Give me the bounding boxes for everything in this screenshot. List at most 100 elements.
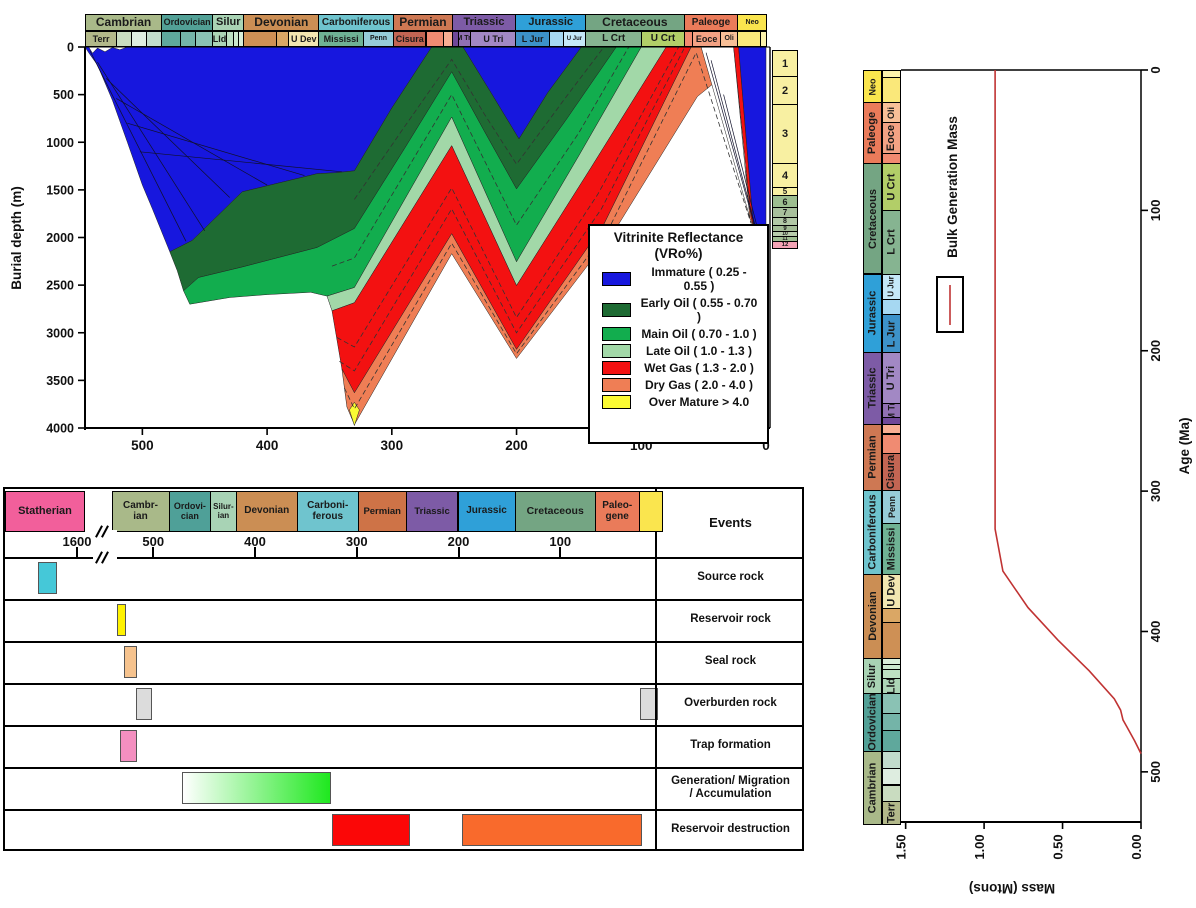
events-period-Jurassic: Jurassic <box>457 491 516 532</box>
legend-entry-label: Late Oil ( 1.0 - 1.3 ) <box>645 344 753 359</box>
right-timescale-epoch-Mississi: Mississi <box>882 523 901 575</box>
right-timescale-label: Oli <box>886 106 897 119</box>
right-timescale-label: M Tri <box>886 402 897 418</box>
legend-swatch <box>602 272 631 287</box>
mass-tick-label: 1.50 <box>894 834 909 859</box>
x-tick-label: 500 <box>131 438 154 453</box>
events-row-label: Reservoir destruction <box>671 823 790 836</box>
timescale-epoch-cell <box>275 31 290 47</box>
event-bar <box>136 688 152 720</box>
events-axis-tick <box>254 547 256 558</box>
timescale-epoch-cell <box>243 31 277 47</box>
right-timescale-period-Paleoge: Paleoge <box>863 102 882 164</box>
bulk-generation-curve <box>994 70 1142 754</box>
right-timescale-period-Cretaceous: Cretaceous <box>863 162 882 275</box>
legend-entry: Over Mature > 4.0 <box>602 395 767 410</box>
right-timescale-epoch-cell <box>882 70 901 78</box>
right-timescale-period-Ordovician: Ordovician <box>863 693 882 752</box>
mass-tick-label: 1.00 <box>972 834 987 859</box>
event-bar <box>124 646 137 678</box>
right-timescale-epoch-Lld: Lld <box>882 677 901 695</box>
y-tick-label: 3000 <box>46 326 74 340</box>
events-row-label: Source rock <box>697 571 764 584</box>
right-timescale-label: Mississi <box>885 527 898 571</box>
events-axis-tick <box>457 547 460 558</box>
events-axis-number: 200 <box>447 534 470 549</box>
legend-title-line1: Vitrinite Reflectance <box>613 230 744 245</box>
right-timescale-epoch-cell <box>882 298 901 316</box>
y-tick-label: 2000 <box>46 231 74 245</box>
right-timescale-period-Triassic: Triassic <box>863 352 882 425</box>
events-row-label: Overburden rock <box>684 697 777 710</box>
mass-axis-title: Mass (Mtons) <box>968 881 1056 897</box>
y-tick-label: 2500 <box>46 279 74 293</box>
right-timescale-epoch-Oli: Oli <box>882 102 901 123</box>
right-timescale-epoch-cell <box>882 77 901 104</box>
right-timescale-label: Eoce <box>885 124 898 151</box>
bedding-line-6 <box>705 52 757 231</box>
right-timescale-label: Cambrian <box>866 762 879 814</box>
legend-entry: Dry Gas ( 2.0 - 4.0 ) <box>602 378 767 393</box>
mass-tick-label: 0.00 <box>1129 834 1144 859</box>
events-column-divider <box>655 489 657 849</box>
age-tick-label: 0 <box>1148 66 1163 73</box>
timescale-epoch-Cisura: Cisura <box>393 31 427 47</box>
events-axis-tick <box>76 547 78 558</box>
bedding-line-4 <box>127 122 305 176</box>
right-timescale-epoch-cell <box>882 663 901 671</box>
timescale-epoch-cell <box>425 31 444 47</box>
events-axis-number: 300 <box>345 534 368 549</box>
bedding-line-2 <box>105 78 230 198</box>
legend-swatch <box>602 361 631 376</box>
timescale-epoch-M Tri: M Tri <box>457 31 472 47</box>
event-bar <box>120 730 137 762</box>
age-tick-label: 400 <box>1148 621 1163 643</box>
x-tick-label: 400 <box>256 438 279 453</box>
events-axis-number: 500 <box>142 534 165 549</box>
events-row-6 <box>5 809 802 851</box>
right-timescale-label: Lld <box>885 677 898 695</box>
legend-entry-label: Dry Gas ( 2.0 - 4.0 ) <box>644 378 754 393</box>
right-timescale-label: L Crt <box>885 229 898 256</box>
timescale-period-Jurassic: Jurassic <box>515 14 587 31</box>
events-period-cell <box>638 491 663 532</box>
right-timescale-epoch-Cisura: Cisura <box>882 453 901 491</box>
events-row-0 <box>5 557 802 599</box>
right-timescale-epoch-cell <box>882 607 901 623</box>
legend-entry-label: Immature ( 0.25 - 0.55 ) <box>651 265 747 294</box>
bedding-line-0 <box>89 50 187 242</box>
event-bar <box>332 814 410 846</box>
right-timescale-epoch-Penn: Penn <box>882 489 901 525</box>
age-axis-title: Age (Ma) <box>1176 417 1192 475</box>
strat-unit-3: 3 <box>772 104 798 164</box>
y-tick-label: 3500 <box>46 374 74 388</box>
timescale-epoch-Penn: Penn <box>363 31 394 47</box>
right-timescale-epoch-cell <box>882 669 901 679</box>
timescale-period-Ordovician: Ordovician <box>161 14 214 31</box>
horizon-dashed-line-3 <box>339 46 686 372</box>
right-timescale-label: Cretaceous <box>866 188 879 249</box>
right-timescale-label: U Dev <box>885 575 898 607</box>
right-timescale-epoch-U Tri: U Tri <box>882 352 901 404</box>
age-tick-label: 500 <box>1148 761 1163 783</box>
timescale-epoch-U Tri: U Tri <box>470 31 517 47</box>
strat-unit-1: 1 <box>772 50 798 77</box>
timescale-epoch-Lld: Lld <box>212 31 227 47</box>
events-period-Permian: Permian <box>357 491 407 532</box>
events-axis-number: 1600 <box>62 534 92 549</box>
strat-unit-4: 4 <box>772 163 798 188</box>
timescale-period-Cambrian: Cambrian <box>85 14 163 31</box>
legend-swatch <box>602 327 631 342</box>
right-timescale-epoch-cell <box>882 750 901 769</box>
right-timescale-epoch-cell <box>882 621 901 660</box>
timescale-epoch-U Crt: U Crt <box>641 31 685 47</box>
right-timescale-label: U Jur <box>887 276 897 297</box>
right-timescale-label: Triassic <box>866 367 879 409</box>
timescale-epoch-U Jur: U Jur <box>562 31 587 47</box>
horizon-dashed-line-2 <box>336 46 680 348</box>
legend-entry-label: Main Oil ( 0.70 - 1.0 ) <box>641 327 757 342</box>
right-timescale-period-Cambrian: Cambrian <box>863 750 882 825</box>
right-timescale-period-Permian: Permian <box>863 423 882 491</box>
bedding-line-5 <box>139 151 342 173</box>
timescale-period-Neo: Neo <box>737 14 767 31</box>
